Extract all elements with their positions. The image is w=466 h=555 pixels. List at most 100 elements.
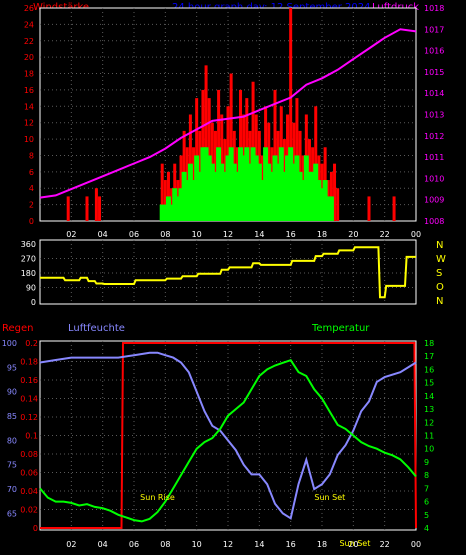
mean-bar	[266, 163, 272, 221]
rain-axis-title: Regen	[2, 323, 34, 334]
rain-tick-label: 0.1	[25, 432, 38, 441]
gust-bar	[204, 65, 208, 221]
compass-label: N	[436, 240, 443, 251]
mean-bar	[216, 147, 222, 221]
mean-bar	[162, 204, 168, 221]
rain-tick-label: 0.16	[20, 376, 38, 385]
mean-bar	[206, 155, 212, 221]
x-tick-label: 02	[66, 540, 76, 549]
direction-tick-label: 0	[31, 298, 36, 307]
direction-panel-grid	[40, 240, 416, 304]
wind-x-axis-ticks: 02 04 06 08 10 12 14 16 18 20 22 00	[66, 230, 421, 239]
mean-bar	[178, 188, 184, 221]
wind-tick-label: 8	[29, 151, 34, 160]
pressure-tick-label: 1008	[424, 217, 444, 226]
x-tick-label: 10	[192, 540, 202, 549]
direction-tick-label: 90	[26, 284, 36, 293]
mean-bar	[310, 171, 316, 221]
mean-bar	[313, 163, 319, 221]
rain-tick-label: 0.02	[20, 506, 38, 515]
gust-bar	[66, 196, 70, 221]
gust-bar	[98, 196, 102, 221]
direction-tick-label: 270	[21, 255, 36, 264]
temperature-tick-label: 12	[424, 418, 434, 427]
pressure-tick-label: 1017	[424, 25, 444, 34]
mean-bar	[231, 163, 237, 221]
pressure-tick-label: 1012	[424, 132, 444, 141]
rain-tick-label: 0.18	[20, 358, 38, 367]
wind-tick-label: 10	[24, 135, 34, 144]
compass-label: O	[436, 282, 444, 293]
humidity-tick-label: 65	[7, 509, 17, 518]
temperature-tick-label: 13	[424, 405, 434, 414]
sun-annotations: Sun Rise Sun Set Sun Set	[140, 493, 370, 548]
humidity-tick-label: 100	[2, 339, 17, 348]
mean-bar	[175, 196, 181, 221]
mean-bar	[197, 171, 203, 221]
temperature-tick-label: 8	[424, 471, 429, 480]
x-tick-label: 14	[254, 230, 264, 239]
temperature-axis-title: Temperatur	[311, 323, 370, 334]
mean-bar	[228, 147, 234, 221]
rain-tick-label: 0.06	[20, 469, 38, 478]
humidity-axis-title: Luftfeuchte	[68, 323, 125, 334]
x-tick-label: 08	[160, 230, 170, 239]
climate-x-axis-ticks: 02 04 06 08 10 12 14 16 18 20 22 00	[66, 540, 421, 549]
rain-tick-label: 0	[33, 524, 38, 533]
mean-bar	[275, 163, 281, 221]
rain-tick-label: 0.2	[25, 339, 38, 348]
pressure-tick-label: 1009	[424, 196, 444, 205]
mean-bar	[219, 163, 225, 221]
temperature-tick-label: 11	[424, 432, 434, 441]
x-tick-label: 10	[192, 230, 202, 239]
mean-bar	[238, 147, 244, 221]
mean-bar	[278, 147, 284, 221]
wind-tick-label: 4	[29, 184, 34, 193]
mean-bar	[272, 155, 278, 221]
temperature-tick-label: 16	[424, 365, 434, 374]
x-tick-label: 16	[286, 540, 296, 549]
temperature-y-axis-ticks: 4 5 6 7 8 9 10 11 12 13 14 15 16 17 18	[424, 339, 434, 533]
mean-bar	[172, 188, 178, 221]
sun-annotation: Sun Rise	[140, 493, 175, 502]
x-tick-label: 18	[317, 230, 327, 239]
x-tick-label: 12	[223, 540, 233, 549]
temperature-tick-label: 5	[424, 511, 429, 520]
mean-bar	[247, 163, 253, 221]
x-tick-label: 06	[129, 230, 139, 239]
mean-bar	[256, 163, 262, 221]
wind-tick-label: 16	[24, 86, 34, 95]
gust-bar	[94, 188, 98, 221]
humidity-tick-label: 90	[7, 388, 17, 397]
pressure-line	[39, 28, 417, 199]
humidity-tick-label: 75	[7, 461, 17, 470]
gust-bar	[333, 163, 337, 221]
pressure-y-axis-ticks: 1008 1009 1010 1011 1012 1013 1014 1015 1016 1017…	[424, 4, 444, 226]
humidity-y-axis-ticks: 65 70 75 80 85 90 95 100	[2, 339, 17, 518]
x-tick-label: 20	[348, 230, 358, 239]
sun-annotation: Sun Set	[339, 539, 370, 548]
compass-label: N	[436, 296, 443, 307]
wind-tick-label: 6	[29, 168, 34, 177]
x-tick-label: 00	[411, 230, 421, 239]
wind-tick-label: 22	[24, 37, 34, 46]
mean-bar	[306, 171, 312, 221]
mean-bar	[294, 155, 300, 221]
gust-bar	[336, 188, 340, 221]
x-tick-label: 18	[317, 540, 327, 549]
mean-bar	[303, 155, 309, 221]
mean-bar	[159, 204, 165, 221]
mean-bar	[253, 155, 259, 221]
mean-bar	[281, 171, 287, 221]
x-tick-label: 12	[223, 230, 233, 239]
temperature-tick-label: 4	[424, 524, 429, 533]
gust-bar	[163, 180, 167, 221]
mean-bar	[209, 163, 215, 221]
direction-tick-label: 360	[21, 240, 36, 249]
gust-bar	[289, 8, 293, 221]
mean-bar	[319, 188, 325, 221]
mean-bar	[165, 196, 171, 221]
wind-tick-label: 2	[29, 201, 34, 210]
